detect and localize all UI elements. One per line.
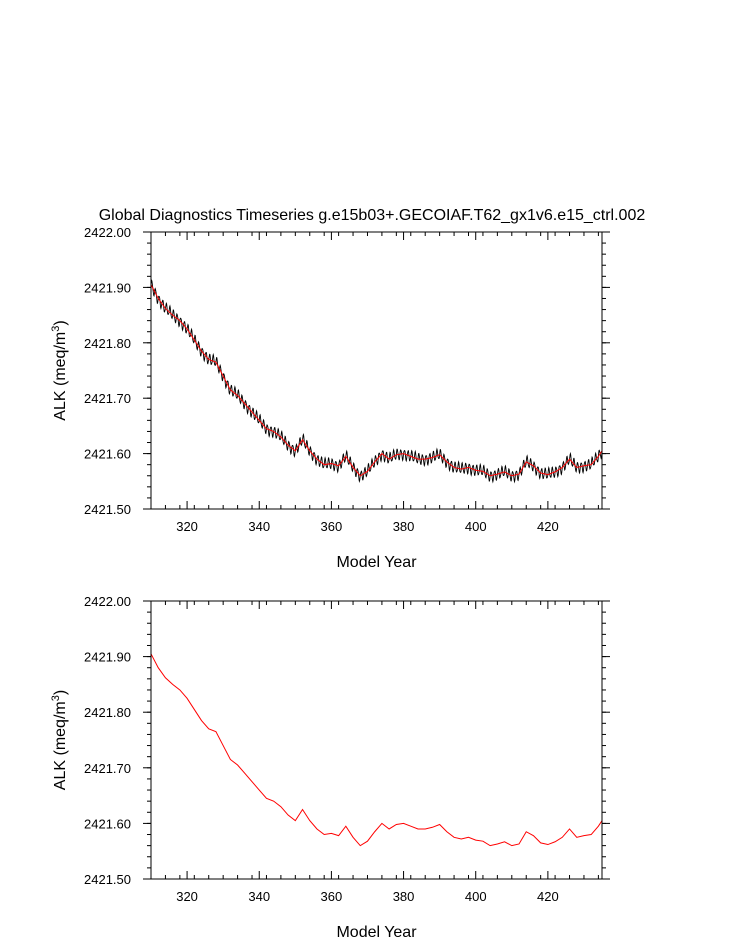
chart-1-x-tick-label: 380 <box>393 889 415 904</box>
plot-bottom: 320 340 360 380 400 420 2421.50 2421.60 2421.70 2… <box>50 594 610 941</box>
chart-0-x-tick-label: 400 <box>465 519 487 534</box>
chart-1-x-tick-label: 340 <box>248 889 270 904</box>
chart-0-y-axis-label: ALK (meq/m3) <box>50 320 69 420</box>
chart-1-y-axis-label-close: ) <box>52 690 69 695</box>
chart-0-y-tick-label: 2421.50 <box>84 502 131 517</box>
plot-top: 320 340 360 380 400 420 2421.50 2421.60 2421.70 2… <box>50 225 610 571</box>
chart-0-y-tick-label: 2421.70 <box>84 391 131 406</box>
chart-1-x-tick-label: 400 <box>465 889 487 904</box>
chart-0-x-tick-label: 420 <box>537 519 559 534</box>
chart-1-x-tick-label: 360 <box>321 889 343 904</box>
chart-0-y-tick-label: 2422.00 <box>84 225 131 240</box>
chart-1-y-axis-label: ALK (meq/m3) <box>50 690 69 790</box>
chart-1-y-axis-label-sup: 3 <box>50 695 62 701</box>
chart-0-x-tick-label: 360 <box>321 519 343 534</box>
chart-0-series-monthly-line <box>150 279 603 484</box>
chart-1-y-tick-label: 2421.60 <box>84 816 131 831</box>
chart-0-y-axis-label-close: ) <box>52 320 69 325</box>
chart-0-y-tick-label: 2421.90 <box>84 280 131 295</box>
chart-0-series-annual-mean-line <box>150 284 603 477</box>
chart-0-plot-frame <box>150 231 603 510</box>
chart-0-x-tick-label: 380 <box>393 519 415 534</box>
chart-1-x-tick-label: 420 <box>537 889 559 904</box>
chart-0-y-tick-label: 2421.60 <box>84 447 131 462</box>
chart-1-y-tick-label: 2421.70 <box>84 761 131 776</box>
chart-1-y-tick-label: 2421.50 <box>84 872 131 887</box>
chart-0-x-tick-label: 320 <box>176 519 198 534</box>
chart-0-x-axis-label: Model Year <box>336 554 417 571</box>
chart-1-plot-frame <box>150 600 603 880</box>
chart-0-y-axis-label-sup: 3 <box>50 326 62 332</box>
chart-1-x-tick-label: 320 <box>176 889 198 904</box>
chart-0-y-axis-label-main: ALK (meq/m <box>52 332 69 421</box>
chart-1-y-tick-label: 2421.80 <box>84 705 131 720</box>
chart-1-series-annual-mean-line <box>150 653 603 847</box>
chart-1-y-tick-label: 2421.90 <box>84 650 131 665</box>
chart-1-y-tick-label: 2422.00 <box>84 594 131 609</box>
chart-0-x-tick-label: 340 <box>248 519 270 534</box>
chart-1-x-axis-label: Model Year <box>336 924 417 941</box>
chart-1-y-axis-label-main: ALK (meq/m <box>52 701 69 790</box>
chart-0-y-tick-label: 2421.80 <box>84 336 131 351</box>
chart-title: Global Diagnostics Timeseries g.e15b03+.… <box>99 207 646 224</box>
